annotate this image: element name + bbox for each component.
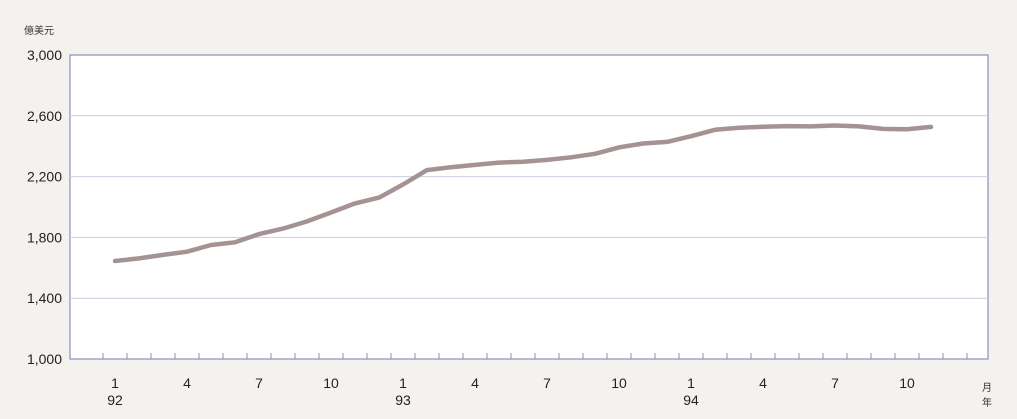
x-tick-label-month: 1 bbox=[687, 375, 695, 391]
x-tick-label-month: 4 bbox=[471, 375, 479, 391]
x-axis-year-label: 年 bbox=[982, 396, 992, 409]
y-tick-label: 2,200 bbox=[27, 169, 62, 185]
x-tick-label-month: 1 bbox=[399, 375, 407, 391]
y-tick-label: 2,600 bbox=[27, 108, 62, 124]
x-tick-label-month: 1 bbox=[111, 375, 119, 391]
x-tick-label-month: 7 bbox=[543, 375, 551, 391]
x-tick-label-year: 94 bbox=[683, 392, 699, 408]
x-tick-label-month: 4 bbox=[183, 375, 191, 391]
x-tick-label-month: 7 bbox=[831, 375, 839, 391]
series-group bbox=[112, 123, 934, 264]
x-tick-label-month: 4 bbox=[759, 375, 767, 391]
x-tick-label-month: 10 bbox=[899, 375, 915, 391]
y-axis-ticks: 1,000 1,400 1,800 2,200 2,600 3,000 bbox=[27, 47, 62, 367]
x-tick-label-month: 7 bbox=[255, 375, 263, 391]
x-axis-month-label: 月 bbox=[982, 382, 992, 394]
x-tick-label-month: 10 bbox=[611, 375, 627, 391]
series-line bbox=[112, 123, 934, 264]
x-tick-label-year: 92 bbox=[107, 392, 123, 408]
y-tick-label: 1,400 bbox=[27, 290, 62, 306]
y-tick-label: 1,800 bbox=[27, 229, 62, 245]
x-tick-label-year: 93 bbox=[395, 392, 411, 408]
y-tick-label: 1,000 bbox=[27, 351, 62, 367]
y-tick-label: 3,000 bbox=[27, 47, 62, 63]
x-tick-label-month: 10 bbox=[323, 375, 339, 391]
y-axis-unit-label: 億美元 bbox=[24, 24, 54, 37]
plot-area bbox=[69, 54, 989, 360]
gridlines bbox=[70, 115, 988, 299]
